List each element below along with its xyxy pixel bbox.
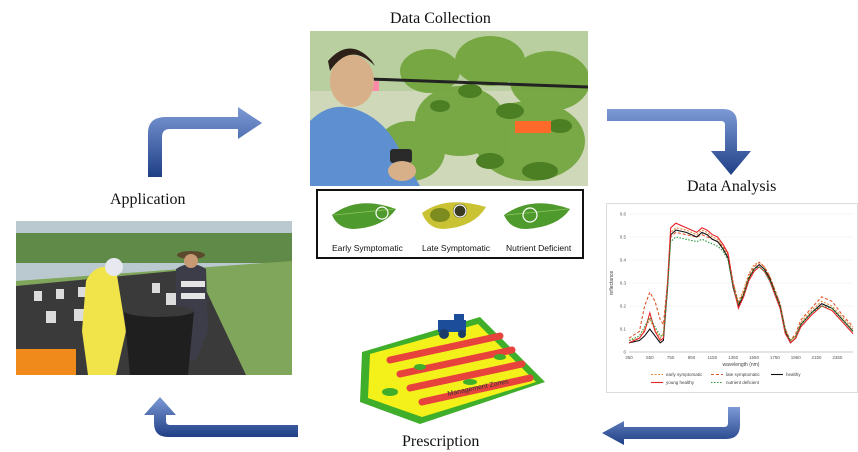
arrow-prescription-to-application bbox=[142, 395, 300, 441]
prescription-label: Prescription bbox=[402, 433, 480, 450]
arrow-collection-to-analysis bbox=[605, 105, 755, 177]
y-tick-label: 0.2 bbox=[620, 304, 627, 309]
tractor-icon bbox=[438, 314, 466, 339]
legend-label: nutrient deficient bbox=[726, 380, 760, 385]
prescription-map: Management Zones bbox=[350, 312, 550, 427]
leaf-symptom-panel: Early Symptomatic Late Symptomatic Nutri… bbox=[316, 189, 584, 259]
x-tick-label: 1750 bbox=[770, 355, 781, 360]
y-tick-label: 0.1 bbox=[620, 327, 627, 332]
x-axis-label: wavelength (nm) bbox=[723, 362, 760, 368]
legend-label: early symptomatic bbox=[666, 372, 703, 377]
arrow-analysis-to-prescription bbox=[600, 405, 745, 445]
data-analysis-label: Data Analysis bbox=[687, 178, 777, 195]
x-tick-label: 2150 bbox=[812, 355, 823, 360]
leaf-early-icon bbox=[332, 203, 396, 229]
x-tick-label: 1150 bbox=[708, 355, 718, 360]
series-line-late-symptomatic bbox=[628, 231, 854, 342]
data-collection-photo bbox=[310, 31, 588, 186]
y-tick-label: 0 bbox=[623, 350, 626, 355]
y-tick-label: 0.6 bbox=[620, 212, 627, 217]
y-tick-label: 0.4 bbox=[620, 258, 627, 263]
leaf-late-icon bbox=[422, 202, 486, 229]
x-tick-label: 1550 bbox=[749, 355, 760, 360]
leaf-nutrient-icon bbox=[504, 203, 570, 229]
x-tick-label: 750 bbox=[667, 355, 675, 360]
spectral-chart: 0.6 0.5 0.4 0.3 0.2 0.1 0 350 550 750 950 1150 1350 1… bbox=[606, 203, 858, 393]
y-tick-label: 0.5 bbox=[620, 235, 627, 240]
application-label: Application bbox=[110, 191, 186, 208]
series-line-young-healthy bbox=[628, 222, 854, 344]
arrow-application-to-collection bbox=[140, 105, 265, 180]
leaf-label-late: Late Symptomatic bbox=[422, 243, 491, 253]
x-tick-label: 1350 bbox=[728, 355, 739, 360]
x-tick-label: 2350 bbox=[832, 355, 843, 360]
series-line-nutrient-deficient bbox=[628, 236, 854, 342]
leaf-label-nutrient: Nutrient Deficient bbox=[506, 243, 572, 253]
leaf-label-early: Early Symptomatic bbox=[332, 243, 403, 253]
legend-label: late symptomatic bbox=[726, 372, 761, 377]
x-tick-label: 350 bbox=[625, 355, 633, 360]
x-tick-label: 1950 bbox=[791, 355, 802, 360]
x-tick-label: 950 bbox=[688, 355, 696, 360]
y-tick-label: 0.3 bbox=[620, 281, 627, 286]
legend-label: healthy bbox=[786, 372, 801, 377]
x-tick-label: 550 bbox=[646, 355, 654, 360]
data-collection-label: Data Collection bbox=[390, 10, 491, 27]
application-photo bbox=[16, 221, 292, 375]
y-axis-label: reflectance bbox=[609, 271, 615, 296]
legend-label: young healthy bbox=[666, 380, 695, 385]
series-line-healthy bbox=[628, 229, 854, 344]
